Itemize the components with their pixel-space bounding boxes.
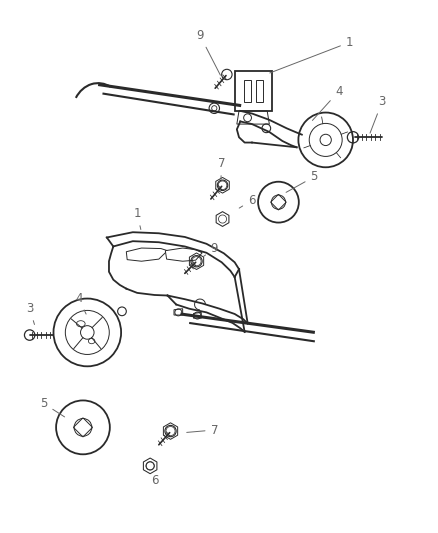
Polygon shape (126, 248, 167, 261)
Text: 4: 4 (312, 85, 342, 120)
Text: 5: 5 (286, 171, 317, 192)
Text: 6: 6 (239, 194, 255, 208)
Text: 9: 9 (196, 29, 220, 75)
Text: 5: 5 (40, 397, 64, 417)
Text: 9: 9 (203, 242, 218, 256)
Text: 1: 1 (269, 36, 353, 73)
Text: 6: 6 (150, 468, 158, 487)
Text: 4: 4 (75, 292, 86, 314)
Text: 3: 3 (26, 302, 35, 325)
Text: 3: 3 (369, 95, 385, 133)
Text: 7: 7 (217, 157, 225, 179)
Text: 1: 1 (133, 207, 141, 230)
Text: 7: 7 (186, 424, 218, 437)
Polygon shape (165, 248, 202, 261)
